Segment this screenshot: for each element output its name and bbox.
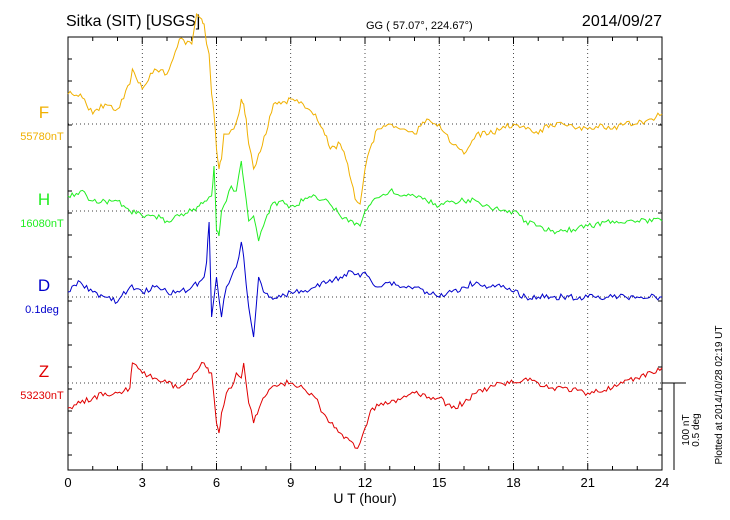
series-h-line bbox=[67, 160, 663, 242]
station-title: Sitka (SIT) [USGS] bbox=[66, 13, 200, 30]
series-z-baseline-label: 53230nT bbox=[20, 390, 64, 402]
series-labels: F 55780nT H 16080nT D 0.1deg Z 53230nT bbox=[20, 103, 64, 402]
x-tick-label: 15 bbox=[432, 475, 446, 490]
series-z-name: Z bbox=[39, 362, 49, 381]
x-tick-label: 24 bbox=[655, 475, 669, 490]
grid bbox=[68, 37, 662, 470]
axis-ticks: 0 3 6 9 12 15 18 21 24 bbox=[64, 37, 669, 490]
series-f-line bbox=[67, 12, 663, 205]
series-f-name: F bbox=[39, 103, 49, 122]
series-d-name: D bbox=[38, 276, 50, 295]
series-layer bbox=[67, 12, 663, 449]
x-tick-label: 6 bbox=[213, 475, 220, 490]
series-h-name: H bbox=[38, 190, 50, 209]
x-tick-label: 18 bbox=[506, 475, 520, 490]
series-d-line bbox=[67, 221, 662, 338]
series-h-baseline-label: 16080nT bbox=[20, 218, 64, 230]
x-tick-label: 21 bbox=[581, 475, 595, 490]
scale-label-deg: 0.5 deg bbox=[691, 413, 702, 446]
x-tick-label: 12 bbox=[358, 475, 372, 490]
x-tick-label: 0 bbox=[64, 475, 71, 490]
x-axis-title: U T (hour) bbox=[333, 490, 396, 506]
x-tick-label: 9 bbox=[287, 475, 294, 490]
plotted-timestamp: Plotted at 2014/10/28 02:19 UT bbox=[714, 326, 725, 465]
date-label: 2014/09/27 bbox=[582, 13, 662, 30]
x-tick-label: 3 bbox=[139, 475, 146, 490]
series-z-line bbox=[67, 361, 663, 449]
scale-label-nt: 100 nT bbox=[681, 414, 692, 445]
series-f-baseline-label: 55780nT bbox=[20, 131, 64, 143]
series-d-baseline-label: 0.1deg bbox=[25, 304, 59, 316]
coordinates-label: GG ( 57.07°, 224.67°) bbox=[366, 20, 473, 32]
